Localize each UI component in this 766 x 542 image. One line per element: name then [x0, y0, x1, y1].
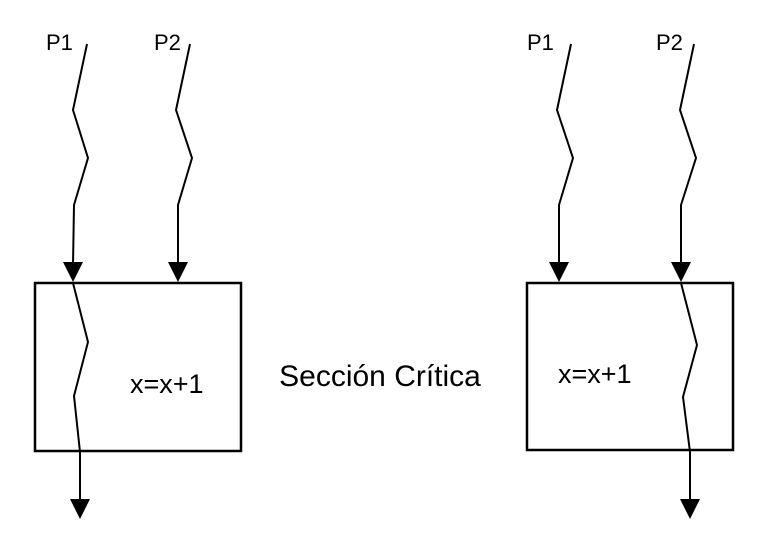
left-expression: x=x+1	[130, 369, 204, 399]
right-scenario: P1 P2 x=x+1	[525, 30, 735, 519]
right-p1-arrowhead	[549, 262, 569, 282]
right-p1-thread	[555, 43, 575, 265]
right-p2-through-thread	[680, 282, 699, 502]
left-p1-thread	[71, 43, 90, 266]
left-p1-label: P1	[46, 30, 73, 55]
right-exit-arrowhead	[680, 499, 700, 519]
left-p2-arrowhead	[168, 262, 188, 282]
left-p1-arrowhead	[63, 262, 83, 282]
right-p2-thread	[678, 43, 698, 265]
left-p2-thread	[174, 43, 194, 265]
left-critical-section-box	[33, 281, 243, 453]
right-p2-arrowhead	[671, 262, 691, 282]
right-p1-label: P1	[527, 30, 554, 55]
right-expression: x=x+1	[558, 359, 632, 389]
right-critical-section-box	[525, 281, 735, 452]
left-p1-through-thread	[72, 282, 90, 502]
left-exit-arrowhead	[70, 499, 90, 519]
left-p2-label: P2	[154, 30, 181, 55]
left-scenario: P1 P2 x=x+1	[33, 30, 243, 519]
critical-section-label: Sección Crítica	[279, 360, 481, 393]
right-p2-label: P2	[656, 30, 683, 55]
